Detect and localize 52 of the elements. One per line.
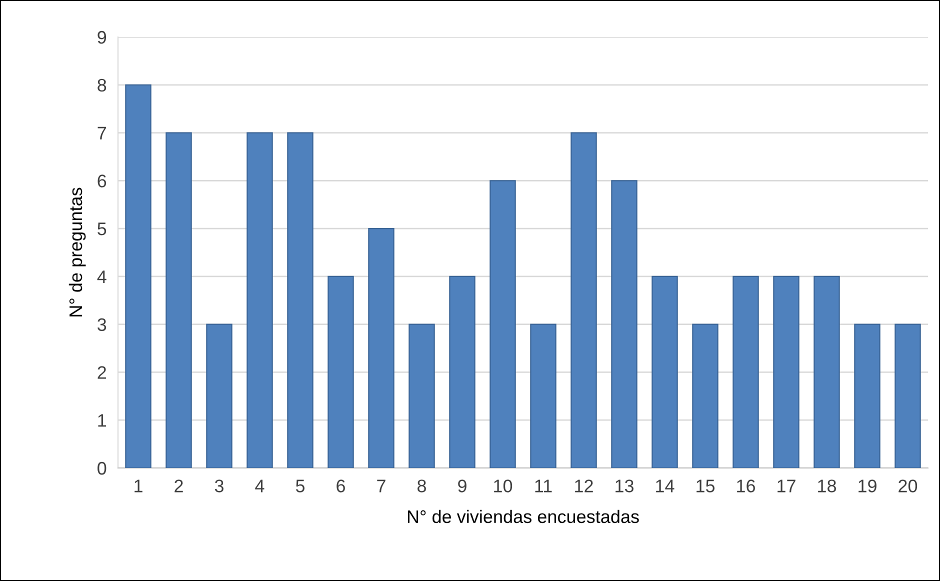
x-tick-label: 15 [696,480,715,492]
bar [449,276,476,468]
bar [328,276,354,468]
y-tick-label: 1 [98,414,106,427]
bar [408,324,435,468]
bar [368,228,394,468]
y-tick-label: 9 [98,30,106,44]
y-tick-label: 5 [98,222,106,236]
y-tick-label: 3 [98,318,106,332]
y-tick-label: 7 [98,126,106,140]
bar [287,132,314,468]
x-tick-label: 6 [336,480,345,492]
y-tick-label: 8 [98,78,106,92]
bar [652,276,678,468]
bar [490,180,516,468]
bar [854,324,880,468]
x-tick-label: 11 [535,480,552,492]
x-tick-label: 20 [898,480,918,492]
bar [611,180,638,468]
x-tick-label: 1 [134,480,142,492]
x-tick-label: 12 [575,480,593,492]
bar [894,324,921,468]
x-tick-label: 17 [778,480,796,492]
bar [773,276,800,468]
bar [125,84,152,468]
x-tick-label: 19 [858,480,876,492]
bar [206,324,232,468]
x-tick-label: 13 [616,480,634,492]
y-tick-label: 4 [97,270,106,283]
y-axis-title: N° de preguntas [68,188,86,316]
y-tick-label: 0 [98,462,106,475]
x-tick-label: 10 [494,480,512,492]
bar [570,132,597,468]
x-tick-label: 2 [174,480,183,492]
bar [166,132,192,468]
x-tick-label: 3 [214,480,224,492]
x-tick-label: 16 [737,480,755,492]
bar [530,324,556,468]
x-tick-label: 18 [818,480,836,492]
x-tick-label: 14 [656,480,674,492]
x-tick-label: 7 [377,480,386,492]
x-tick-label: 5 [296,480,305,492]
y-tick-label: 2 [98,366,106,379]
y-tick-label: 6 [98,174,106,188]
bar [732,276,759,468]
x-axis-title: N° de viviendas encuestadas [408,510,639,524]
x-tick-label: 9 [458,480,466,492]
bar [692,324,718,468]
bar [246,132,273,468]
x-tick-label: 4 [255,480,264,492]
x-tick-label: 8 [418,480,426,492]
bar [814,276,840,468]
